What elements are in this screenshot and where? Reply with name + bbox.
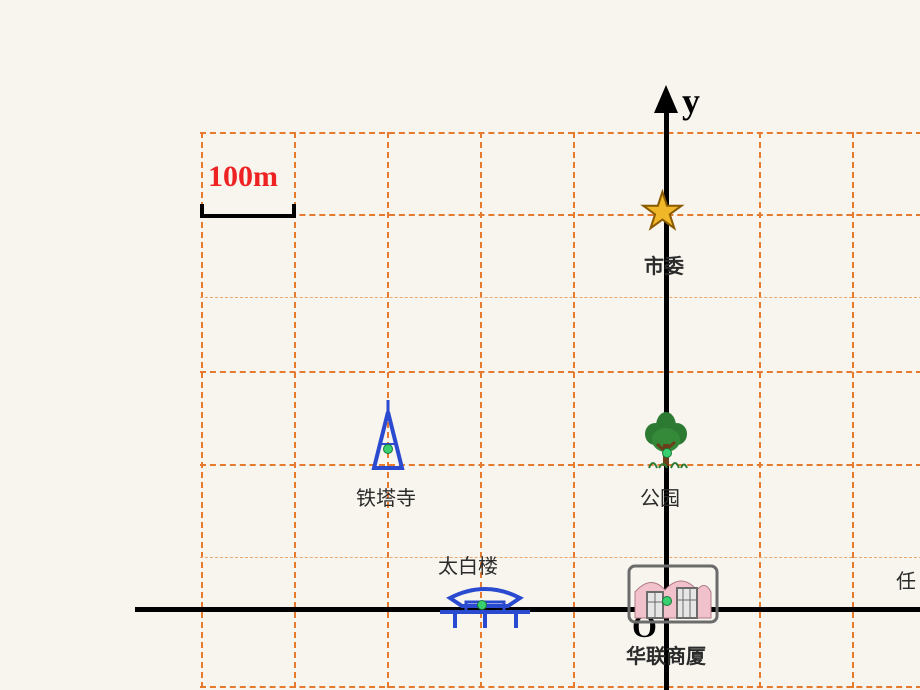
scale-label: 100m bbox=[208, 160, 278, 194]
star-icon: ★ bbox=[640, 186, 685, 236]
building-icon bbox=[625, 562, 721, 626]
poi-dot bbox=[477, 600, 487, 610]
grid-h-line bbox=[200, 214, 920, 216]
scale-bracket-icon bbox=[200, 204, 296, 218]
grid-h-line bbox=[200, 132, 920, 134]
poi-dot bbox=[662, 596, 672, 606]
poi-label-partial: 任 bbox=[896, 565, 916, 594]
map-canvas: y O 100m ★ 市委 公园 铁塔寺 太白楼 bbox=[0, 0, 920, 690]
grid-h-line bbox=[200, 371, 920, 373]
grid-h-line bbox=[200, 557, 920, 558]
y-axis-arrow-icon bbox=[654, 85, 678, 113]
grid-h-line bbox=[200, 686, 920, 688]
poi-label-hualian: 华联商厦 bbox=[626, 640, 706, 669]
poi-dot bbox=[383, 444, 393, 454]
y-axis-label: y bbox=[682, 80, 700, 122]
tree-icon bbox=[639, 406, 693, 470]
grid-h-line bbox=[200, 464, 920, 466]
tower-icon bbox=[368, 400, 408, 472]
poi-label-shiwei: 市委 bbox=[644, 250, 684, 279]
poi-dot bbox=[662, 448, 672, 458]
grid-h-line bbox=[200, 297, 920, 298]
poi-label-gongyuan: 公园 bbox=[640, 482, 680, 511]
poi-label-taibai: 太白楼 bbox=[438, 550, 498, 579]
poi-label-tieta: 铁塔寺 bbox=[356, 482, 416, 511]
